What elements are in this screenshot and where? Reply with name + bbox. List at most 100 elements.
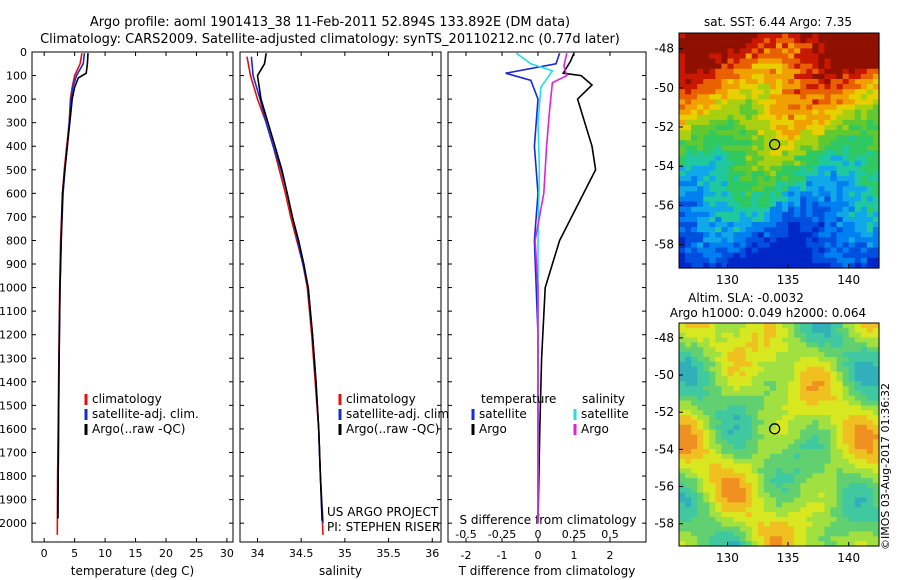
sst-cell xyxy=(860,104,868,111)
sla-cell xyxy=(751,361,759,368)
sst-cell xyxy=(775,206,783,213)
sst-cell xyxy=(836,99,844,106)
sla-cell xyxy=(812,366,819,373)
sla-cell xyxy=(703,356,710,363)
sla-cell xyxy=(691,415,698,421)
sla-cell xyxy=(788,405,795,411)
sst-cell xyxy=(697,78,704,85)
sst-cell xyxy=(763,262,771,269)
sst-cell xyxy=(824,160,832,167)
sla-cell xyxy=(727,323,735,329)
sst-cell xyxy=(703,145,710,152)
sla-cell xyxy=(697,400,704,407)
sst-cell xyxy=(842,68,850,75)
sst-cell xyxy=(709,257,716,264)
sst-cell xyxy=(703,135,710,141)
sla-cell xyxy=(872,463,880,470)
sla-cell xyxy=(794,371,801,377)
sla-cell xyxy=(697,536,704,542)
sst-cell xyxy=(806,99,813,106)
sla-cell xyxy=(812,449,819,455)
sla-cell xyxy=(800,502,807,508)
sst-cell xyxy=(679,170,686,177)
sst-cell xyxy=(745,89,753,95)
sla-cell xyxy=(848,419,856,426)
sla-cell xyxy=(872,352,880,358)
sst-cell xyxy=(721,78,729,85)
sst-cell xyxy=(757,257,765,264)
sst-cell xyxy=(703,227,710,233)
y-tick-label: 600 xyxy=(6,187,27,200)
sst-cell xyxy=(860,53,868,60)
sla-cell xyxy=(788,541,795,547)
sst-cell xyxy=(788,140,795,146)
sst-cell xyxy=(775,84,783,90)
sla-cell xyxy=(697,381,704,387)
sst-cell xyxy=(788,119,795,126)
sst-cell xyxy=(782,78,789,85)
sla-cell xyxy=(715,410,723,416)
sst-cell xyxy=(824,53,832,60)
sla-cell xyxy=(685,390,692,397)
sla-cell xyxy=(769,526,777,533)
sst-cell xyxy=(794,257,801,264)
sst-cell xyxy=(769,99,777,106)
sla-cell xyxy=(769,419,777,426)
sst-cell xyxy=(769,63,777,70)
sla-cell xyxy=(794,444,801,450)
sst-cell xyxy=(757,150,765,157)
sst-cell xyxy=(836,150,844,157)
sst-cell xyxy=(806,155,813,162)
sla-cell xyxy=(848,371,856,377)
sst-cell xyxy=(685,170,692,177)
sst-cell xyxy=(788,58,795,65)
sst-cell xyxy=(763,43,771,49)
sst-cell xyxy=(836,114,844,121)
sst-cell xyxy=(836,38,844,44)
sla-cell xyxy=(715,361,723,368)
sla-cell xyxy=(866,536,874,542)
sla-cell xyxy=(691,376,698,382)
sla-cell xyxy=(703,536,710,542)
sst-cell xyxy=(703,38,710,44)
sst-cell xyxy=(836,176,844,182)
sst-cell xyxy=(854,119,862,126)
sst-cell xyxy=(691,237,698,244)
sst-cell xyxy=(751,63,759,70)
sst-cell xyxy=(763,33,771,39)
sst-cell xyxy=(824,216,832,223)
sst-cell xyxy=(775,262,783,269)
sst-cell xyxy=(679,227,686,233)
sla-cell xyxy=(775,376,783,382)
sst-cell xyxy=(775,78,783,85)
sla-cell xyxy=(866,337,874,343)
sla-cell xyxy=(691,497,698,503)
sla-cell xyxy=(800,390,807,397)
sla-cell xyxy=(679,405,686,411)
sla-cell xyxy=(763,323,771,329)
sla-cell xyxy=(697,439,704,445)
sla-cell xyxy=(769,415,777,421)
sst-cell xyxy=(727,237,735,244)
sla-cell xyxy=(745,381,753,387)
sst-cell xyxy=(709,124,716,131)
sla-cell xyxy=(745,478,753,484)
sst-cell xyxy=(685,114,692,121)
sst-cell xyxy=(715,124,723,131)
sla-cell xyxy=(721,410,729,416)
sst-cell xyxy=(806,48,813,55)
sla-cell xyxy=(703,366,710,373)
sla-cell xyxy=(685,327,692,334)
sst-cell xyxy=(733,252,741,259)
sst-cell xyxy=(848,119,856,126)
sla-cell xyxy=(860,444,868,450)
sla-cell xyxy=(757,516,765,523)
sla-cell xyxy=(739,352,747,358)
secondary-x-axis-label: S difference from climatology xyxy=(460,513,637,527)
sst-cell xyxy=(800,124,807,131)
sst-cell xyxy=(824,33,832,39)
sla-cell xyxy=(769,482,777,489)
sst-cell xyxy=(866,160,874,167)
sst-cell xyxy=(739,237,747,244)
sla-cell xyxy=(854,429,862,436)
